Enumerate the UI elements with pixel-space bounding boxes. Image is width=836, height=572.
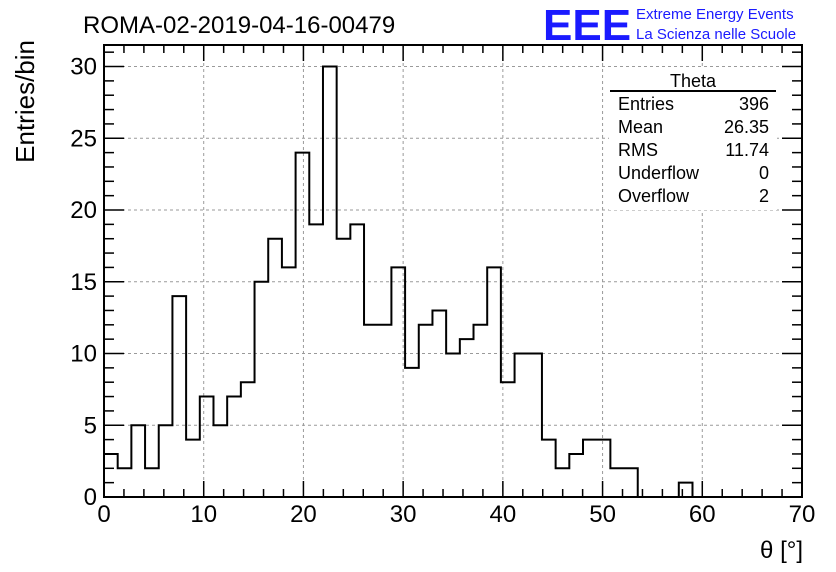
- x-tick-label: 30: [390, 501, 417, 528]
- stats-row-value: 396: [739, 94, 769, 114]
- x-tick-label: 0: [97, 501, 110, 528]
- stats-row-value: 11.74: [725, 140, 769, 160]
- x-axis-label: θ [°]: [760, 537, 803, 564]
- y-tick-label: 10: [70, 341, 97, 368]
- y-tick-label: 25: [70, 125, 97, 152]
- eee-logo: EEE: [543, 1, 631, 50]
- logo-line-2: La Scienza nelle Scuole: [636, 26, 796, 43]
- y-tick-label: 30: [70, 54, 97, 81]
- x-tick-label: 40: [490, 501, 517, 528]
- y-tick-label: 15: [70, 269, 97, 296]
- run-title: ROMA-02-2019-04-16-00479: [83, 12, 395, 39]
- stats-row-label: Entries: [618, 94, 674, 114]
- stats-row-value: 2: [759, 186, 769, 206]
- y-tick-label: 0: [84, 484, 97, 511]
- stats-row-label: RMS: [618, 140, 658, 160]
- x-tick-label: 60: [689, 501, 716, 528]
- x-tick-label: 50: [589, 501, 616, 528]
- stats-row-label: Underflow: [618, 163, 700, 183]
- x-tick-label: 20: [290, 501, 317, 528]
- logo-line-1: Extreme Energy Events: [636, 6, 794, 23]
- stats-row-label: Mean: [618, 117, 663, 137]
- plot-frame: [103, 44, 803, 498]
- x-tick-label: 70: [789, 501, 816, 528]
- stats-row-value: 26.35: [724, 117, 769, 137]
- y-axis-label: Entries/bin: [10, 40, 40, 163]
- y-tick-label: 5: [84, 412, 97, 439]
- stats-title: Theta: [670, 71, 717, 91]
- stats-row-value: 0: [759, 163, 769, 183]
- stats-box: Theta Entries 396 Mean 26.35 RMS 11.74 Underfl…: [609, 68, 777, 210]
- x-tick-label: 10: [190, 501, 217, 528]
- histogram-outline: [103, 65, 802, 498]
- histogram: [103, 65, 802, 498]
- stats-row-label: Overflow: [618, 186, 690, 206]
- stats-rows: Entries 396 Mean 26.35 RMS 11.74 Underflow 0 Ove…: [618, 94, 769, 206]
- y-tick-label: 20: [70, 197, 97, 224]
